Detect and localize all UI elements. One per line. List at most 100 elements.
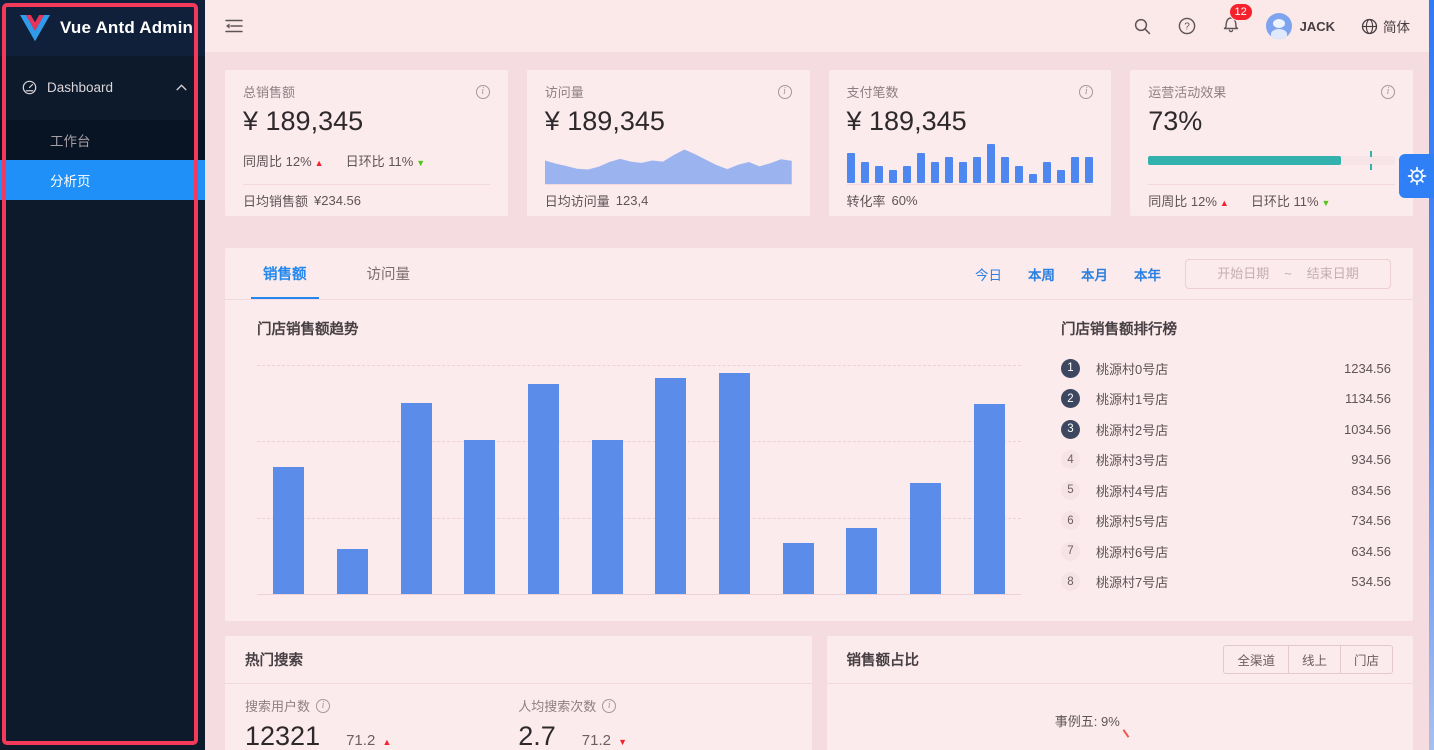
info-icon[interactable]: i bbox=[316, 698, 331, 713]
ranking-item: 2 桃源村1号店 1134.56 bbox=[1061, 384, 1391, 415]
card-footer-label: 日均访问量 bbox=[544, 194, 610, 209]
card-footer-label: 日均销售额 bbox=[243, 194, 309, 209]
store-sales-chart bbox=[257, 365, 1021, 595]
ranking-item: 7 桃源村6号店 634.56 bbox=[1061, 536, 1391, 567]
filter-online-button[interactable]: 线上 bbox=[1288, 645, 1341, 674]
info-icon[interactable]: i bbox=[602, 698, 617, 713]
mini-bar bbox=[874, 165, 883, 183]
end-date-input[interactable] bbox=[1295, 266, 1370, 281]
progress-target-marker bbox=[1370, 151, 1373, 170]
chart-bar bbox=[909, 482, 941, 594]
info-icon[interactable]: i bbox=[1079, 84, 1094, 99]
chart-bar bbox=[400, 403, 432, 594]
visits-area-polygon bbox=[544, 149, 792, 184]
chart-bar bbox=[464, 439, 496, 594]
tab-visits[interactable]: 访问量 bbox=[366, 267, 411, 283]
info-icon[interactable]: i bbox=[475, 84, 490, 99]
range-link-week[interactable]: 本周 bbox=[1028, 267, 1055, 283]
visits-area-chart bbox=[544, 149, 792, 184]
ranking-item: 1 桃源村0号店 1234.56 bbox=[1061, 353, 1391, 384]
ranking-list: 1 桃源村0号店 1234.56 2 桃源村1号店 1134.56 3 桃源村2号店 1034.… bbox=[1061, 353, 1391, 597]
svg-text:?: ? bbox=[1184, 22, 1190, 33]
rank-value: 734.56 bbox=[1351, 513, 1391, 529]
sales-panel: 销售额 访问量 今日 本周 本月 本年 ~ 门店销售额趋势 bbox=[225, 248, 1413, 621]
pie-slice-label: 事例五: 9% bbox=[1055, 711, 1130, 738]
sales-ratio-card: 销售额占比 全渠道 线上 门店 事例五: 9% bbox=[826, 636, 1413, 750]
mini-bar bbox=[1071, 157, 1079, 183]
mini-bar bbox=[888, 170, 897, 183]
sidebar-item-label: Dashboard bbox=[47, 79, 114, 95]
metric-label: 搜索用户数 bbox=[245, 699, 311, 714]
metric-search-per-user: 人均搜索次数 i 2.7 71.2 ▼ bbox=[518, 696, 791, 750]
rank-store-name: 桃源村0号店 bbox=[1096, 361, 1169, 377]
sidebar-item-label: 工作台 bbox=[50, 134, 91, 149]
notifications-button[interactable]: 12 bbox=[1222, 4, 1252, 38]
rank-value: 634.56 bbox=[1351, 543, 1391, 559]
avatar bbox=[1265, 13, 1292, 39]
ranking-item: 4 桃源村3号店 934.56 bbox=[1061, 445, 1391, 476]
info-icon[interactable]: i bbox=[777, 84, 792, 99]
tab-sales[interactable]: 销售额 bbox=[251, 248, 318, 299]
search-icon[interactable] bbox=[1134, 17, 1152, 35]
chart-bar bbox=[273, 466, 305, 594]
ranking-title: 门店销售额排行榜 bbox=[1061, 322, 1177, 338]
trend-up-icon: ▲ bbox=[314, 158, 324, 168]
user-menu[interactable]: JACK bbox=[1265, 13, 1335, 39]
gridline bbox=[257, 441, 1021, 443]
channel-filter-group: 全渠道 线上 门店 bbox=[1223, 645, 1393, 674]
mini-bar bbox=[1000, 157, 1009, 183]
mini-bar bbox=[944, 157, 953, 183]
sidebar-item-analysis[interactable]: 分析页 bbox=[0, 160, 205, 200]
range-link-year[interactable]: 本年 bbox=[1134, 267, 1161, 283]
settings-drawer-button[interactable] bbox=[1399, 154, 1434, 198]
help-icon[interactable]: ? bbox=[1178, 17, 1196, 35]
rank-store-name: 桃源村3号店 bbox=[1096, 453, 1169, 469]
mini-bar bbox=[846, 152, 855, 183]
rank-store-name: 桃源村2号店 bbox=[1096, 422, 1169, 438]
rank-store-name: 桃源村7号店 bbox=[1096, 575, 1169, 591]
mini-bar bbox=[902, 165, 911, 183]
username: JACK bbox=[1299, 18, 1335, 34]
range-link-month[interactable]: 本月 bbox=[1081, 267, 1108, 283]
progress-fill bbox=[1148, 156, 1341, 165]
chart-bar bbox=[973, 403, 1005, 594]
menu-fold-icon bbox=[225, 19, 243, 33]
payments-bar-chart bbox=[846, 140, 1094, 184]
sidebar-item-label: 分析页 bbox=[50, 174, 91, 189]
filter-all-channels-button[interactable]: 全渠道 bbox=[1223, 645, 1289, 674]
sidebar-item-dashboard[interactable]: Dashboard bbox=[0, 66, 205, 108]
bell-icon bbox=[1223, 17, 1238, 33]
trend-week: 同周比 12% ▲ bbox=[1148, 194, 1229, 209]
rank-badge: 2 bbox=[1061, 389, 1080, 409]
language-selector[interactable]: 简体 bbox=[1361, 16, 1410, 36]
trend-day: 日环比 11% ▼ bbox=[1250, 194, 1331, 209]
trend-day: 日环比 11% ▼ bbox=[345, 154, 426, 169]
metric-label: 人均搜索次数 bbox=[518, 699, 597, 714]
sidebar: Vue Antd Admin Dashboard 工作台 分析页 bbox=[0, 0, 205, 750]
mini-bar bbox=[986, 144, 995, 183]
rank-badge: 8 bbox=[1061, 572, 1080, 592]
rank-value: 934.56 bbox=[1351, 452, 1391, 468]
ranking-item: 5 桃源村4号店 834.56 bbox=[1061, 475, 1391, 506]
mini-bar bbox=[1014, 165, 1023, 183]
metric-value: 2.7 bbox=[518, 721, 556, 750]
rank-value: 534.56 bbox=[1351, 574, 1391, 590]
sidebar-item-workbench[interactable]: 工作台 bbox=[0, 120, 205, 160]
rank-store-name: 桃源村4号店 bbox=[1096, 483, 1169, 499]
window-edge-highlight bbox=[1429, 0, 1434, 750]
range-link-today[interactable]: 今日 bbox=[975, 267, 1002, 283]
rank-value: 1134.56 bbox=[1344, 391, 1391, 407]
card-title: 总销售额 bbox=[243, 85, 296, 100]
chart-bar bbox=[527, 384, 559, 594]
logo[interactable]: Vue Antd Admin bbox=[0, 0, 205, 56]
rank-badge: 4 bbox=[1061, 450, 1080, 470]
campaign-progress-bar bbox=[1148, 151, 1395, 170]
sidebar-collapse-button[interactable] bbox=[225, 18, 243, 34]
start-date-input[interactable] bbox=[1206, 266, 1281, 281]
filter-stores-button[interactable]: 门店 bbox=[1340, 645, 1393, 674]
info-icon[interactable]: i bbox=[1381, 84, 1395, 99]
mini-bar bbox=[958, 161, 967, 183]
date-range-picker[interactable]: ~ bbox=[1185, 258, 1391, 289]
card-title: 运营活动效果 bbox=[1148, 85, 1227, 100]
chart-bar bbox=[591, 439, 623, 594]
